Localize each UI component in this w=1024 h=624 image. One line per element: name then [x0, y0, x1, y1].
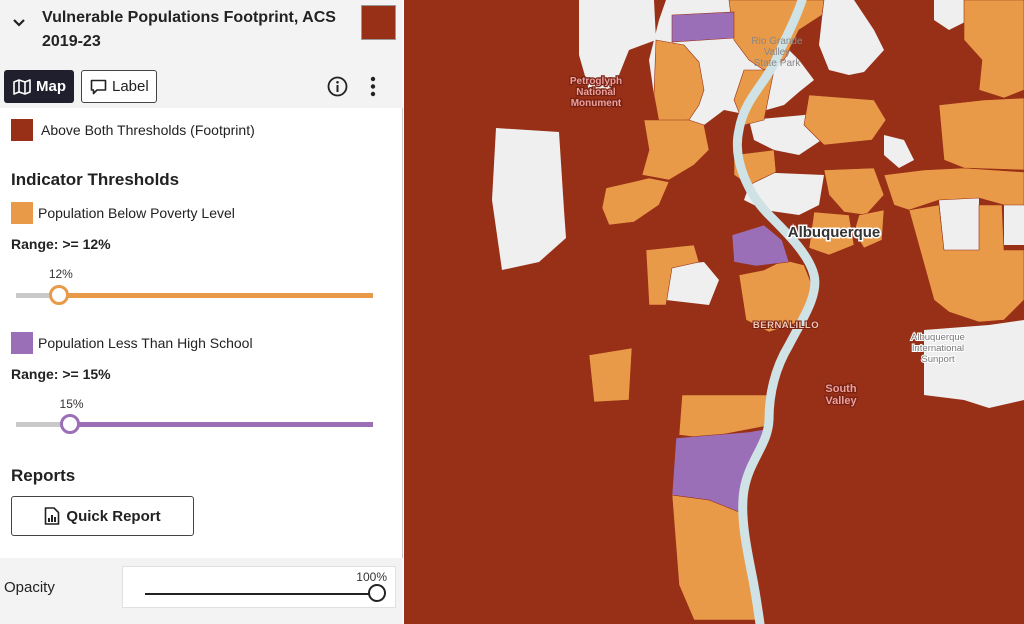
- layer-panel: Vulnerable Populations Footprint, ACS 20…: [0, 0, 403, 624]
- education-tract: [731, 224, 790, 267]
- rio-grande-park-label: Rio Grande Valley State Park: [751, 36, 803, 69]
- education-label: Population Less Than High School: [38, 335, 253, 351]
- legend-poverty: Population Below Poverty Level: [11, 202, 235, 224]
- petroglyph-label: Petroglyph National Monument: [570, 76, 622, 109]
- poverty-tract: [883, 167, 1024, 211]
- bar-chart-report-icon: [45, 507, 60, 525]
- education-tract: [671, 11, 735, 43]
- poverty-slider-fill: [58, 293, 373, 298]
- indicator-thresholds-title: Indicator Thresholds: [11, 170, 180, 189]
- poverty-swatch: [11, 202, 33, 224]
- opacity-slider-track[interactable]: [145, 593, 375, 595]
- map-base-area: [662, 262, 719, 305]
- poverty-tract: [908, 204, 1024, 323]
- poverty-tract: [728, 0, 825, 71]
- map-view[interactable]: Petroglyph National Monument Rio Grande Val…: [404, 0, 1024, 624]
- quick-report-label: Quick Report: [66, 507, 161, 525]
- quick-report-button[interactable]: Quick Report: [11, 496, 194, 536]
- chevron-down-icon[interactable]: [12, 18, 26, 28]
- opacity-bar: Opacity 100%: [0, 558, 403, 624]
- comment-icon: [90, 79, 107, 94]
- kebab-icon[interactable]: [370, 76, 376, 97]
- map-base-area: [884, 135, 914, 168]
- bernalillo-label: BERNALILLO: [753, 320, 819, 331]
- poverty-tract: [645, 244, 700, 306]
- map-button[interactable]: Map: [4, 70, 74, 103]
- opacity-label: Opacity: [4, 579, 55, 596]
- airport-label: Albuquerque International Sunport: [911, 332, 965, 365]
- poverty-tract: [601, 177, 670, 226]
- poverty-tract: [808, 211, 855, 256]
- albuquerque-label: Albuquerque: [788, 224, 881, 241]
- education-slider-fill: [69, 422, 373, 427]
- label-button[interactable]: Label: [81, 70, 157, 103]
- map-base-area: [579, 0, 656, 90]
- label-button-label: Label: [112, 78, 149, 95]
- layer-color-swatch[interactable]: [361, 5, 396, 40]
- footprint-swatch: [11, 119, 33, 141]
- rio-grande-river: [733, 0, 820, 624]
- map-button-label: Map: [36, 78, 66, 95]
- poverty-slider-value: 12%: [48, 267, 73, 281]
- map-base-area: [819, 0, 884, 75]
- education-slider-value: 15%: [59, 397, 84, 411]
- poverty-tract: [641, 119, 710, 181]
- education-swatch: [11, 332, 33, 354]
- poverty-label: Population Below Poverty Level: [38, 205, 235, 221]
- info-icon[interactable]: [327, 76, 348, 97]
- footprint-label: Above Both Thresholds (Footprint): [41, 122, 255, 138]
- map-base-area: [939, 198, 979, 250]
- map-base-area: [924, 320, 1024, 408]
- opacity-value: 100%: [356, 570, 387, 584]
- education-slider-thumb[interactable]: [59, 414, 80, 434]
- poverty-tract: [963, 0, 1024, 99]
- poverty-threshold-slider[interactable]: [16, 285, 373, 305]
- poverty-tract: [853, 209, 885, 249]
- map-icon: [13, 78, 31, 95]
- map-base-area: [934, 0, 969, 30]
- layer-header: Vulnerable Populations Footprint, ACS 20…: [0, 0, 403, 66]
- map-base-area: [1004, 205, 1024, 245]
- opacity-slider-thumb[interactable]: [368, 584, 386, 602]
- poverty-tract: [653, 39, 705, 123]
- layer-toolbar: Map Label: [0, 66, 403, 108]
- poverty-range-label: Range: >= 12%: [11, 236, 111, 252]
- poverty-tract: [588, 347, 633, 403]
- education-range-label: Range: >= 15%: [11, 366, 111, 382]
- layer-title: Vulnerable Populations Footprint, ACS 20…: [42, 9, 336, 50]
- map-base-area: [492, 128, 566, 270]
- legend-education: Population Less Than High School: [11, 332, 253, 354]
- education-threshold-slider[interactable]: [16, 414, 373, 434]
- poverty-tract: [938, 97, 1024, 171]
- reports-title: Reports: [11, 466, 76, 485]
- legend-footprint: Above Both Thresholds (Footprint): [11, 119, 255, 141]
- poverty-slider-thumb[interactable]: [48, 285, 69, 305]
- poverty-tract: [678, 394, 775, 439]
- poverty-tract: [803, 94, 887, 146]
- south-valley-label: South Valley: [825, 383, 857, 407]
- map-canvas[interactable]: Petroglyph National Monument Rio Grande Val…: [404, 0, 1024, 624]
- opacity-slider-box: 100%: [122, 566, 396, 608]
